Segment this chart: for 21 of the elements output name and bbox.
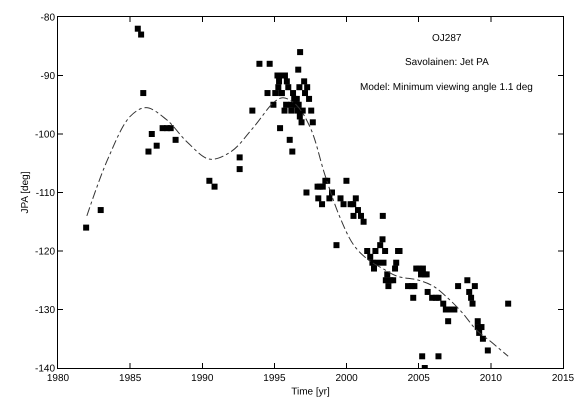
annotation: Model: Minimum viewing angle 1.1 deg [360,82,533,93]
x-tick-label: 2010 [480,373,502,384]
y-tick-label: -130 [34,305,56,316]
y-tick-label: -90 [40,71,56,82]
x-tick-label: 2005 [408,373,430,384]
y-tick-label: -80 [40,12,56,24]
x-tick-label: 2015 [552,373,575,384]
y-tick-label: -110 [36,188,56,199]
annotation: Savolainen: Jet PA [405,57,490,68]
annotation: OJ287 [432,33,462,44]
x-tick-label: 1990 [191,373,214,384]
y-tick-label: -120 [34,246,56,258]
x-tick-label: 1995 [263,373,286,384]
y-tick-label: -100 [34,130,56,140]
x-tick-label: 1985 [119,373,142,384]
line-series [86,97,509,357]
x-tick-label: 2000 [335,373,358,384]
x-axis-title: Time [yr] [291,386,330,398]
x-tick-label: 1980 [46,373,70,384]
y-axis-title: JPA [deg] [20,171,31,214]
y-tick-label: -140 [34,364,56,374]
